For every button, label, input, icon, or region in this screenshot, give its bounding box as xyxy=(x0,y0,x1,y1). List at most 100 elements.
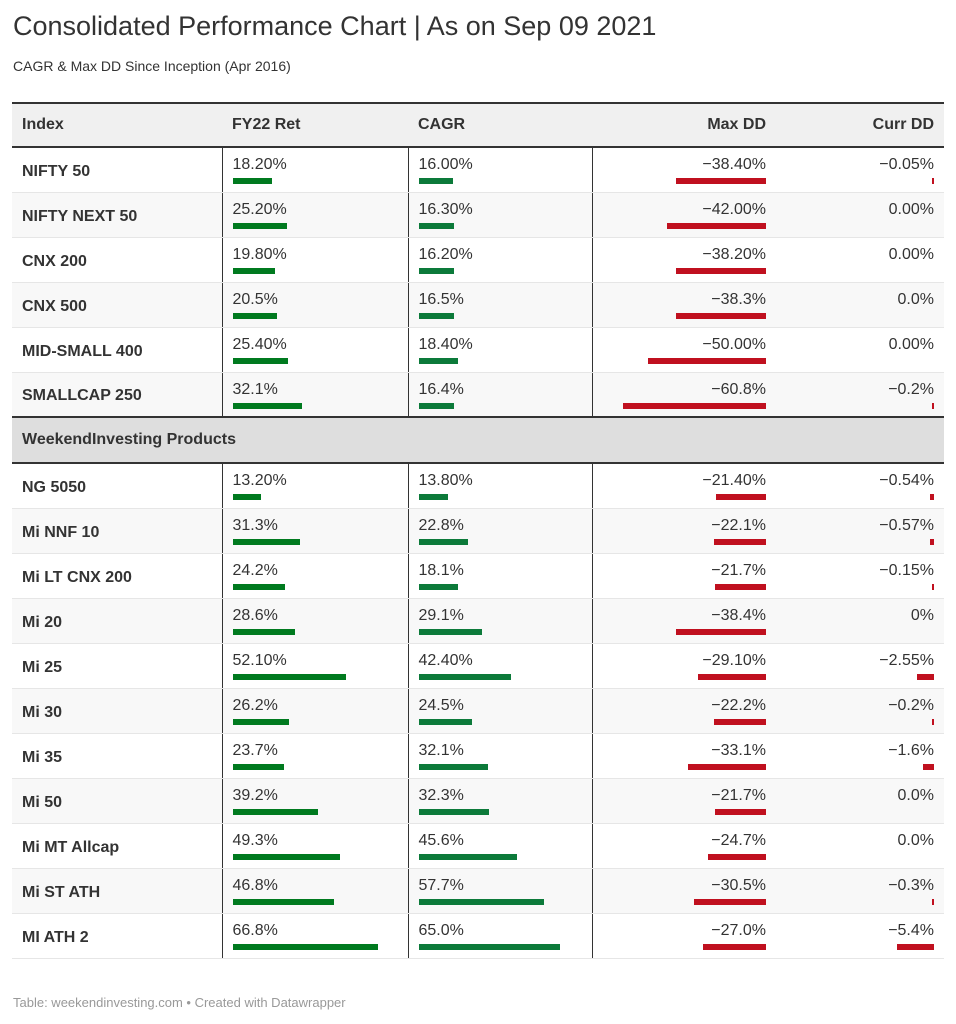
curr-dd-cell: 0.0% xyxy=(776,823,944,869)
table-row[interactable]: CNX 200 19.80% 16.20% −38.20% 0.00% xyxy=(12,237,944,283)
column-header-max-dd[interactable]: Max DD xyxy=(592,102,776,148)
fy22-ret-value: 25.20% xyxy=(232,200,287,218)
curr-dd-value: −0.15% xyxy=(879,561,934,579)
cagr-bar xyxy=(418,178,454,184)
cagr-value: 13.80% xyxy=(418,472,473,489)
curr-dd-value: −0.3% xyxy=(888,876,934,894)
cagr-bar xyxy=(418,853,518,860)
column-header-index[interactable]: Index xyxy=(12,102,222,148)
group-header-label: WeekendInvesting Products xyxy=(12,416,944,464)
max-dd-value: −38.4% xyxy=(711,606,766,624)
fy22-ret-cell: 28.6% xyxy=(221,598,408,644)
curr-dd-value: 0.00% xyxy=(888,245,934,263)
table-row[interactable]: Mi 25 52.10% 42.40% −29.10% −2.55% xyxy=(12,643,944,689)
row-name: NG 5050 xyxy=(12,463,222,509)
max-dd-cell: −38.40% xyxy=(591,147,776,193)
fy22-ret-value: 39.2% xyxy=(232,786,278,804)
fy22-ret-bar xyxy=(232,538,301,545)
max-dd-bar xyxy=(702,943,766,950)
curr-dd-bar xyxy=(923,763,934,770)
curr-dd-bar xyxy=(916,673,934,680)
max-dd-bar xyxy=(714,808,766,815)
max-dd-value: −21.40% xyxy=(702,472,766,489)
table-row[interactable]: NIFTY 50 18.20% 16.00% −38.40% −0.05% xyxy=(12,147,944,193)
curr-dd-cell: 0% xyxy=(776,598,944,644)
fy22-ret-bar xyxy=(232,853,340,860)
fy22-ret-value: 28.6% xyxy=(232,606,278,624)
max-dd-value: −22.2% xyxy=(711,696,766,714)
curr-dd-cell: 0.0% xyxy=(776,282,944,328)
table-row[interactable]: NG 5050 13.20% 13.80% −21.40% −0.54% xyxy=(12,463,944,509)
table-row[interactable]: MID-SMALL 400 25.40% 18.40% −50.00% 0.00% xyxy=(12,327,944,373)
cagr-cell: 16.00% xyxy=(407,147,592,193)
cagr-cell: 16.5% xyxy=(407,282,592,328)
cagr-bar xyxy=(418,898,544,905)
column-header-fy22-ret[interactable]: FY22 Ret xyxy=(222,102,408,148)
cagr-bar xyxy=(418,312,455,319)
table-row[interactable]: Mi 30 26.2% 24.5% −22.2% −0.2% xyxy=(12,688,944,734)
cagr-cell: 13.80% xyxy=(407,463,592,509)
curr-dd-value: 0% xyxy=(910,606,934,624)
max-dd-bar xyxy=(714,538,766,545)
fy22-ret-cell: 23.7% xyxy=(221,733,408,779)
fy22-ret-value: 32.1% xyxy=(232,380,278,398)
curr-dd-cell: 0.0% xyxy=(776,778,944,824)
curr-dd-value: −2.55% xyxy=(879,651,934,669)
row-name: Mi 25 xyxy=(12,643,222,689)
cagr-cell: 32.3% xyxy=(407,778,592,824)
row-name: CNX 500 xyxy=(12,282,222,328)
curr-dd-bar xyxy=(931,898,934,905)
table-row[interactable]: NIFTY NEXT 50 25.20% 16.30% −42.00% 0.00% xyxy=(12,192,944,238)
fy22-ret-cell: 24.2% xyxy=(221,553,408,599)
table-row[interactable]: Mi 35 23.7% 32.1% −33.1% −1.6% xyxy=(12,733,944,779)
table-row[interactable]: CNX 500 20.5% 16.5% −38.3% 0.0% xyxy=(12,282,944,328)
curr-dd-value: −0.2% xyxy=(888,696,934,714)
cagr-bar xyxy=(418,494,449,500)
chart-title: Consolidated Performance Chart | As on S… xyxy=(13,11,657,41)
curr-dd-value: 0.00% xyxy=(888,335,934,353)
fy22-ret-bar xyxy=(232,494,262,500)
column-header-cagr[interactable]: CAGR xyxy=(408,102,592,148)
max-dd-bar xyxy=(675,178,766,184)
max-dd-bar xyxy=(688,763,766,770)
table-header-row: Index FY22 Ret CAGR Max DD Curr DD xyxy=(12,102,944,148)
curr-dd-value: −5.4% xyxy=(888,921,934,939)
max-dd-bar xyxy=(694,898,766,905)
cagr-cell: 16.20% xyxy=(407,237,592,283)
fy22-ret-bar xyxy=(232,718,290,725)
curr-dd-bar xyxy=(930,494,934,500)
max-dd-value: −22.1% xyxy=(711,516,766,534)
curr-dd-cell: −0.2% xyxy=(776,688,944,734)
table-row[interactable]: Mi ST ATH 46.8% 57.7% −30.5% −0.3% xyxy=(12,868,944,914)
curr-dd-bar xyxy=(932,583,934,590)
fy22-ret-bar xyxy=(232,808,318,815)
row-name: NIFTY 50 xyxy=(12,147,222,193)
curr-dd-cell: −2.55% xyxy=(776,643,944,689)
cagr-cell: 45.6% xyxy=(407,823,592,869)
cagr-value: 32.3% xyxy=(418,786,464,804)
table-row[interactable]: SMALLCAP 250 32.1% 16.4% −60.8% −0.2% xyxy=(12,372,944,418)
cagr-cell: 18.1% xyxy=(407,553,592,599)
fy22-ret-value: 46.8% xyxy=(232,876,278,894)
max-dd-value: −38.3% xyxy=(711,290,766,308)
table-row[interactable]: Mi 20 28.6% 29.1% −38.4% 0% xyxy=(12,598,944,644)
fy22-ret-bar xyxy=(232,898,335,905)
table-row[interactable]: Mi LT CNX 200 24.2% 18.1% −21.7% −0.15% xyxy=(12,553,944,599)
curr-dd-cell: −0.3% xyxy=(776,868,944,914)
table-row[interactable]: Mi MT Allcap 49.3% 45.6% −24.7% 0.0% xyxy=(12,823,944,869)
curr-dd-bar xyxy=(932,718,934,725)
cagr-cell: 16.30% xyxy=(407,192,592,238)
fy22-ret-cell: 32.1% xyxy=(221,372,408,418)
performance-table: Index FY22 Ret CAGR Max DD Curr DD NIFTY… xyxy=(12,102,944,959)
max-dd-cell: −21.40% xyxy=(591,463,776,509)
table-row[interactable]: MI ATH 2 66.8% 65.0% −27.0% −5.4% xyxy=(12,913,944,959)
table-row[interactable]: Mi 50 39.2% 32.3% −21.7% 0.0% xyxy=(12,778,944,824)
curr-dd-cell: −0.2% xyxy=(776,372,944,418)
curr-dd-bar xyxy=(897,943,934,950)
curr-dd-value: 0.0% xyxy=(897,786,934,804)
table-row[interactable]: Mi NNF 10 31.3% 22.8% −22.1% −0.57% xyxy=(12,508,944,554)
column-header-curr-dd[interactable]: Curr DD xyxy=(776,102,944,148)
cagr-bar xyxy=(418,718,472,725)
table-body: NIFTY 50 18.20% 16.00% −38.40% −0.05% NIFTY N… xyxy=(12,147,944,959)
cagr-value: 16.4% xyxy=(418,380,464,398)
